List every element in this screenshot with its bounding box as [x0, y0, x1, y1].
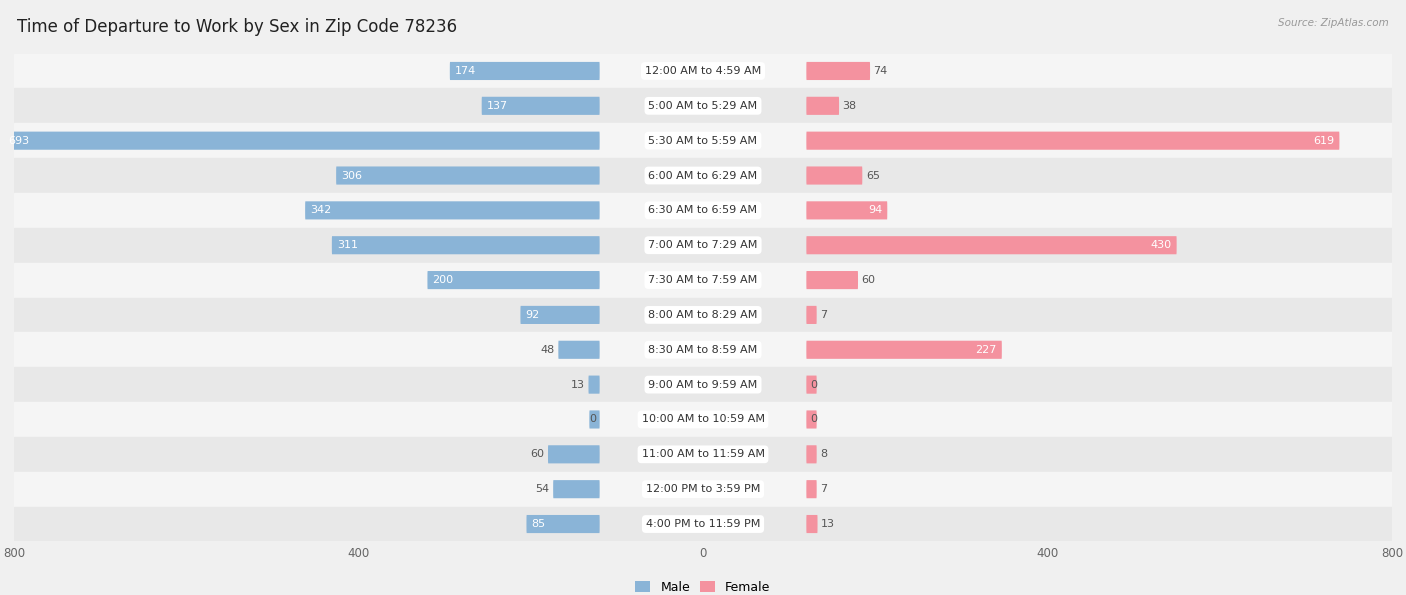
Bar — [14, 298, 1392, 333]
Text: 8: 8 — [820, 449, 827, 459]
FancyBboxPatch shape — [548, 445, 599, 464]
Text: 693: 693 — [8, 136, 30, 146]
FancyBboxPatch shape — [807, 375, 817, 394]
FancyBboxPatch shape — [807, 411, 817, 428]
Bar — [14, 228, 1392, 262]
FancyBboxPatch shape — [807, 341, 1002, 359]
FancyBboxPatch shape — [807, 515, 817, 533]
FancyBboxPatch shape — [807, 131, 1340, 150]
FancyBboxPatch shape — [526, 515, 599, 533]
Text: 200: 200 — [433, 275, 454, 285]
FancyBboxPatch shape — [807, 306, 817, 324]
Text: 6:30 AM to 6:59 AM: 6:30 AM to 6:59 AM — [648, 205, 758, 215]
Text: 0: 0 — [810, 415, 817, 424]
Text: 7: 7 — [820, 484, 827, 494]
Text: 12:00 PM to 3:59 PM: 12:00 PM to 3:59 PM — [645, 484, 761, 494]
Text: 430: 430 — [1150, 240, 1171, 250]
Text: 8:00 AM to 8:29 AM: 8:00 AM to 8:29 AM — [648, 310, 758, 320]
Bar — [14, 193, 1392, 228]
FancyBboxPatch shape — [807, 167, 862, 184]
FancyBboxPatch shape — [332, 236, 599, 254]
FancyBboxPatch shape — [589, 375, 599, 394]
Text: 7:30 AM to 7:59 AM: 7:30 AM to 7:59 AM — [648, 275, 758, 285]
Text: 7:00 AM to 7:29 AM: 7:00 AM to 7:29 AM — [648, 240, 758, 250]
FancyBboxPatch shape — [807, 480, 817, 498]
Text: 0: 0 — [589, 415, 596, 424]
FancyBboxPatch shape — [553, 480, 599, 498]
Text: 7: 7 — [820, 310, 827, 320]
Text: 306: 306 — [342, 171, 363, 180]
FancyBboxPatch shape — [589, 411, 599, 428]
Bar — [14, 333, 1392, 367]
Text: 8:30 AM to 8:59 AM: 8:30 AM to 8:59 AM — [648, 345, 758, 355]
Text: 6:00 AM to 6:29 AM: 6:00 AM to 6:29 AM — [648, 171, 758, 180]
Text: Source: ZipAtlas.com: Source: ZipAtlas.com — [1278, 18, 1389, 28]
FancyBboxPatch shape — [520, 306, 599, 324]
Text: 74: 74 — [873, 66, 887, 76]
Text: 227: 227 — [976, 345, 997, 355]
Text: 13: 13 — [571, 380, 585, 390]
FancyBboxPatch shape — [807, 271, 858, 289]
Text: 4:00 PM to 11:59 PM: 4:00 PM to 11:59 PM — [645, 519, 761, 529]
Text: 619: 619 — [1313, 136, 1334, 146]
Bar — [14, 437, 1392, 472]
Bar — [14, 262, 1392, 298]
Text: 94: 94 — [868, 205, 882, 215]
Text: 137: 137 — [486, 101, 508, 111]
Bar — [14, 89, 1392, 123]
Text: 13: 13 — [821, 519, 835, 529]
Legend: Male, Female: Male, Female — [630, 575, 776, 595]
Text: 85: 85 — [531, 519, 546, 529]
Bar — [14, 123, 1392, 158]
Text: 174: 174 — [456, 66, 477, 76]
FancyBboxPatch shape — [305, 201, 599, 220]
Text: 48: 48 — [541, 345, 555, 355]
FancyBboxPatch shape — [3, 131, 599, 150]
Text: 5:30 AM to 5:59 AM: 5:30 AM to 5:59 AM — [648, 136, 758, 146]
Text: 11:00 AM to 11:59 AM: 11:00 AM to 11:59 AM — [641, 449, 765, 459]
Text: 5:00 AM to 5:29 AM: 5:00 AM to 5:29 AM — [648, 101, 758, 111]
FancyBboxPatch shape — [482, 97, 599, 115]
FancyBboxPatch shape — [336, 167, 599, 184]
Bar — [14, 158, 1392, 193]
Text: 311: 311 — [337, 240, 359, 250]
Text: 9:00 AM to 9:59 AM: 9:00 AM to 9:59 AM — [648, 380, 758, 390]
Text: Time of Departure to Work by Sex in Zip Code 78236: Time of Departure to Work by Sex in Zip … — [17, 18, 457, 36]
Bar — [14, 367, 1392, 402]
Bar — [14, 472, 1392, 506]
Text: 38: 38 — [842, 101, 856, 111]
FancyBboxPatch shape — [558, 341, 599, 359]
Text: 92: 92 — [526, 310, 540, 320]
FancyBboxPatch shape — [427, 271, 599, 289]
FancyBboxPatch shape — [807, 201, 887, 220]
Text: 12:00 AM to 4:59 AM: 12:00 AM to 4:59 AM — [645, 66, 761, 76]
Text: 54: 54 — [536, 484, 550, 494]
Bar — [14, 54, 1392, 89]
FancyBboxPatch shape — [450, 62, 599, 80]
Bar — [14, 402, 1392, 437]
Text: 342: 342 — [311, 205, 332, 215]
Text: 10:00 AM to 10:59 AM: 10:00 AM to 10:59 AM — [641, 415, 765, 424]
FancyBboxPatch shape — [807, 236, 1177, 254]
Text: 60: 60 — [530, 449, 544, 459]
FancyBboxPatch shape — [807, 62, 870, 80]
Text: 0: 0 — [810, 380, 817, 390]
Text: 60: 60 — [862, 275, 876, 285]
Bar — [14, 506, 1392, 541]
Text: 65: 65 — [866, 171, 880, 180]
FancyBboxPatch shape — [807, 445, 817, 464]
FancyBboxPatch shape — [807, 97, 839, 115]
